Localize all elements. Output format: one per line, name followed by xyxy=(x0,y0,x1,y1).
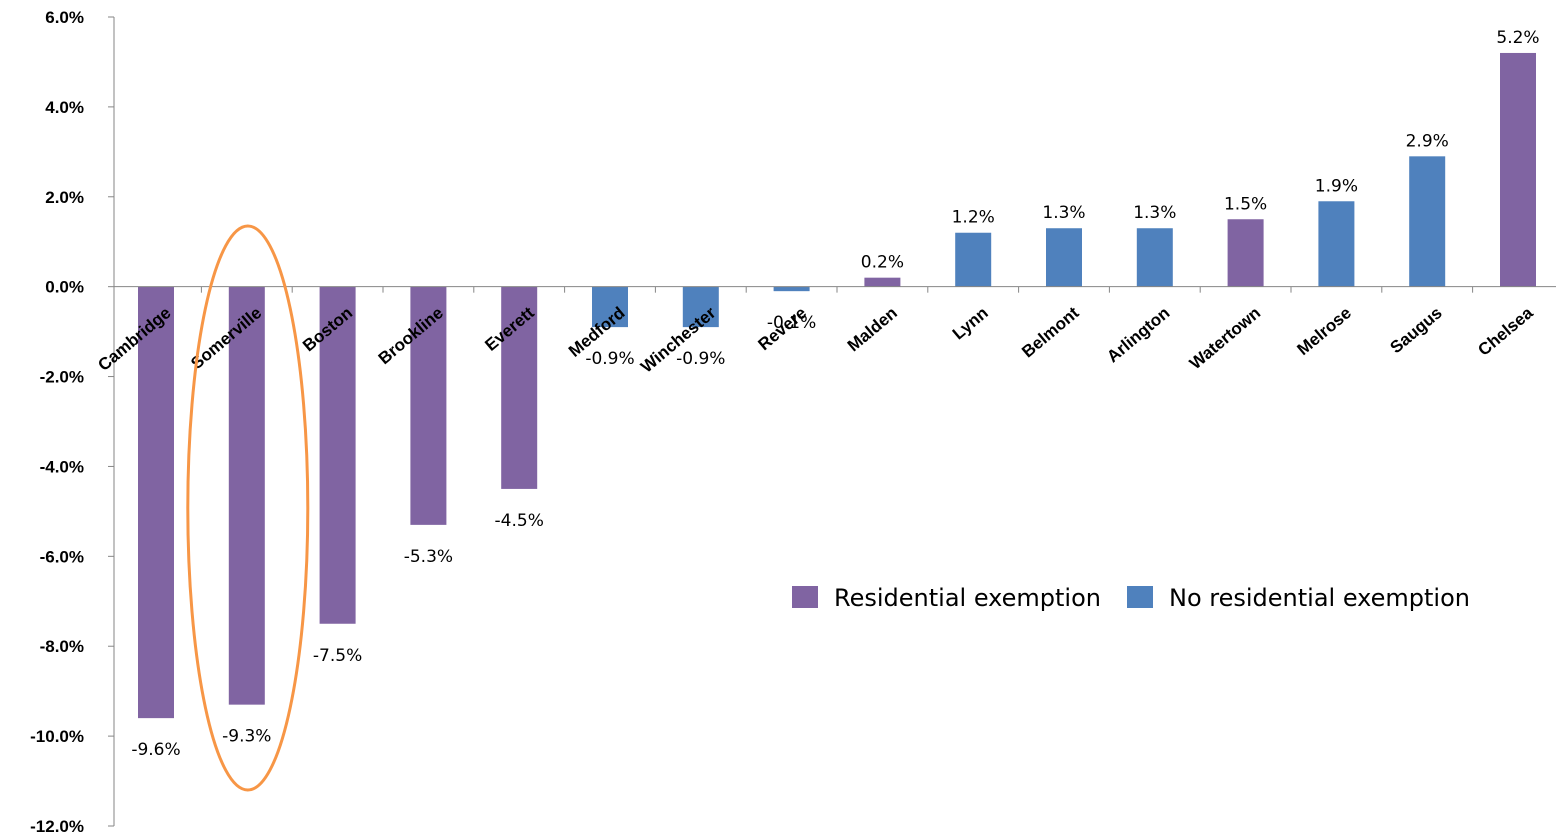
category-label-chelsea: Chelsea xyxy=(1474,303,1537,360)
data-label-cambridge: -9.6% xyxy=(131,740,180,760)
bar-medford xyxy=(592,286,628,328)
data-label-revere: -0.1% xyxy=(767,313,816,333)
legend-swatch-residential xyxy=(792,586,818,608)
bar-boston xyxy=(319,286,356,624)
y-tick-label: -12.0% xyxy=(30,817,84,835)
data-label-watertown: 1.5% xyxy=(1224,194,1267,214)
data-label-winchester: -0.9% xyxy=(676,349,725,369)
bar-everett xyxy=(501,286,538,489)
bar-watertown xyxy=(1227,219,1264,287)
data-label-saugus: 2.9% xyxy=(1406,131,1449,151)
y-tick-label: -8.0% xyxy=(40,637,84,656)
bar-winchester xyxy=(682,286,719,328)
highlight-ellipse xyxy=(186,224,310,792)
y-tick-label: -6.0% xyxy=(40,547,84,566)
category-label-malden: Malden xyxy=(844,303,901,355)
data-label-belmont: 1.3% xyxy=(1042,203,1085,223)
bar-chelsea xyxy=(1500,52,1536,287)
data-label-brookline: -5.3% xyxy=(404,547,453,567)
data-label-melrose: 1.9% xyxy=(1315,176,1358,196)
data-label-arlington: 1.3% xyxy=(1133,203,1176,223)
y-tick-label: -10.0% xyxy=(30,727,84,746)
y-tick-label: 4.0% xyxy=(45,98,84,117)
legend-label-residential: Residential exemption xyxy=(834,584,1101,612)
y-tick-label: 6.0% xyxy=(45,8,84,27)
bar-melrose xyxy=(1318,201,1355,287)
bar-somerville xyxy=(228,286,265,705)
bar-saugus xyxy=(1409,156,1446,287)
bar-lynn xyxy=(955,232,992,287)
bar-malden xyxy=(864,277,901,287)
data-label-somerville: -9.3% xyxy=(222,727,271,747)
category-label-melrose: Melrose xyxy=(1294,303,1355,359)
bar-brookline xyxy=(410,286,447,525)
y-tick-label: 0.0% xyxy=(45,278,84,297)
y-tick-label: -2.0% xyxy=(40,368,84,387)
y-tick-label: 2.0% xyxy=(45,188,84,207)
category-label-lynn: Lynn xyxy=(949,303,992,343)
legend-label-none: No residential exemption xyxy=(1169,584,1470,612)
bar-cambridge xyxy=(138,286,174,719)
data-label-malden: 0.2% xyxy=(861,253,904,273)
category-label-arlington: Arlington xyxy=(1103,303,1173,366)
data-label-boston: -7.5% xyxy=(313,646,362,666)
category-label-belmont: Belmont xyxy=(1018,303,1083,361)
bar-arlington xyxy=(1136,228,1173,287)
data-label-chelsea: 5.2% xyxy=(1496,28,1539,48)
legend-swatch-none xyxy=(1127,586,1153,608)
data-label-everett: -4.5% xyxy=(495,511,544,531)
data-label-lynn: 1.2% xyxy=(952,208,995,228)
category-label-saugus: Saugus xyxy=(1387,303,1446,357)
bar-belmont xyxy=(1046,228,1082,287)
bar-revere xyxy=(773,286,810,292)
data-label-medford: -0.9% xyxy=(585,349,634,369)
category-label-watertown: Watertown xyxy=(1186,303,1264,373)
y-tick-label: -4.0% xyxy=(40,457,84,476)
